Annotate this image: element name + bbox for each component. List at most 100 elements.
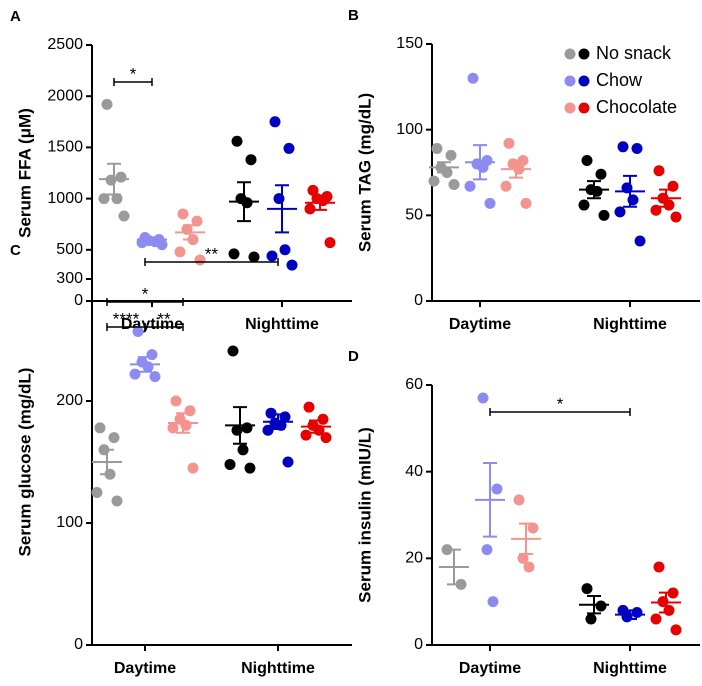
data-point bbox=[484, 197, 496, 209]
data-point bbox=[491, 483, 503, 495]
data-point bbox=[94, 422, 106, 434]
y-axis-label: Serum glucose (mg/dL) bbox=[15, 368, 34, 557]
data-point bbox=[101, 98, 113, 110]
error-bar bbox=[100, 448, 114, 476]
y-tick-label: 0 bbox=[74, 292, 83, 309]
legend-marker bbox=[564, 48, 576, 60]
significance-bracket bbox=[489, 408, 631, 416]
error-bar bbox=[176, 412, 190, 434]
error-bar bbox=[623, 174, 637, 208]
legend-label: Chow bbox=[596, 70, 643, 90]
data-point bbox=[194, 254, 206, 266]
data-point bbox=[228, 248, 240, 260]
data-point bbox=[98, 193, 110, 205]
data-point bbox=[129, 368, 141, 380]
error-bar bbox=[107, 162, 121, 196]
data-point bbox=[111, 495, 123, 507]
data-point bbox=[118, 210, 130, 222]
data-point bbox=[527, 522, 539, 534]
x-tick-label: Nighttime bbox=[593, 316, 667, 333]
data-point bbox=[237, 444, 249, 456]
data-point bbox=[91, 487, 103, 498]
y-axis-label: Serum FFA (μM) bbox=[15, 108, 34, 238]
error-bar bbox=[473, 144, 487, 181]
data-point bbox=[523, 561, 535, 573]
data-point bbox=[184, 405, 196, 417]
error-bar bbox=[237, 181, 251, 223]
y-tick-label: 100 bbox=[56, 514, 83, 531]
significance-bracket bbox=[106, 298, 184, 306]
error-bar bbox=[145, 237, 159, 243]
data-point bbox=[670, 211, 682, 223]
y-tick-label: 50 bbox=[405, 207, 423, 224]
x-tick-label: Daytime bbox=[449, 316, 511, 333]
legend-marker bbox=[578, 75, 590, 87]
data-point bbox=[245, 154, 257, 166]
data-point bbox=[487, 596, 499, 608]
data-point bbox=[324, 237, 336, 249]
data-point bbox=[598, 209, 610, 221]
error-bar bbox=[309, 419, 323, 434]
y-tick-label: 0 bbox=[414, 636, 423, 653]
data-point bbox=[617, 141, 629, 153]
error-bar bbox=[313, 194, 327, 211]
data-point bbox=[231, 135, 243, 147]
data-point bbox=[653, 165, 665, 177]
panel-label: B bbox=[348, 7, 359, 24]
significance-label: **** bbox=[113, 309, 140, 328]
legend-marker bbox=[578, 48, 590, 60]
y-tick-label: 100 bbox=[396, 121, 423, 138]
data-point bbox=[670, 624, 682, 636]
error-bar bbox=[233, 406, 247, 445]
data-point bbox=[279, 244, 291, 256]
data-point bbox=[304, 203, 316, 215]
data-point bbox=[631, 143, 643, 155]
data-point bbox=[595, 600, 607, 612]
error-bar bbox=[659, 591, 673, 614]
significance-bracket bbox=[144, 323, 184, 331]
data-point bbox=[241, 422, 253, 434]
error-bar bbox=[623, 609, 637, 620]
significance-label: ** bbox=[205, 244, 219, 263]
y-tick-label: 500 bbox=[56, 241, 83, 258]
data-point bbox=[500, 180, 512, 192]
data-point bbox=[300, 429, 312, 441]
error-bar bbox=[587, 180, 601, 200]
y-tick-label: 1500 bbox=[47, 139, 83, 156]
data-point bbox=[634, 235, 646, 247]
x-tick-label: Daytime bbox=[459, 660, 521, 677]
x-tick-label: Nighttime bbox=[245, 316, 319, 333]
data-point bbox=[262, 424, 274, 436]
data-point bbox=[227, 345, 239, 357]
data-point bbox=[481, 544, 493, 556]
data-point bbox=[517, 552, 529, 564]
y-tick-label: 150 bbox=[396, 35, 423, 52]
significance-label: * bbox=[142, 284, 149, 303]
data-point bbox=[307, 184, 319, 196]
data-point bbox=[503, 137, 515, 149]
data-point bbox=[581, 583, 593, 595]
data-point bbox=[445, 149, 457, 161]
panel-label: C bbox=[10, 242, 21, 259]
data-point bbox=[187, 462, 199, 474]
data-point bbox=[653, 561, 665, 573]
data-point bbox=[520, 197, 532, 209]
data-point bbox=[317, 413, 329, 425]
error-bar bbox=[138, 356, 152, 373]
significance-label: ** bbox=[157, 309, 171, 328]
data-point bbox=[581, 155, 593, 167]
data-point bbox=[283, 142, 295, 154]
data-point bbox=[631, 607, 643, 618]
y-tick-label: 2000 bbox=[47, 87, 83, 104]
data-point bbox=[115, 171, 127, 183]
data-point bbox=[595, 168, 607, 180]
error-bar bbox=[437, 161, 451, 174]
y-axis-label: Serum insulin (mIU/L) bbox=[355, 427, 374, 603]
y-tick-label: 0 bbox=[74, 636, 83, 653]
legend-marker bbox=[564, 75, 576, 87]
legend-marker bbox=[564, 102, 576, 114]
y-tick-label: 300 bbox=[56, 270, 83, 287]
data-point bbox=[149, 371, 161, 383]
error-bar bbox=[447, 548, 461, 586]
x-tick-label: Nighttime bbox=[593, 660, 667, 677]
